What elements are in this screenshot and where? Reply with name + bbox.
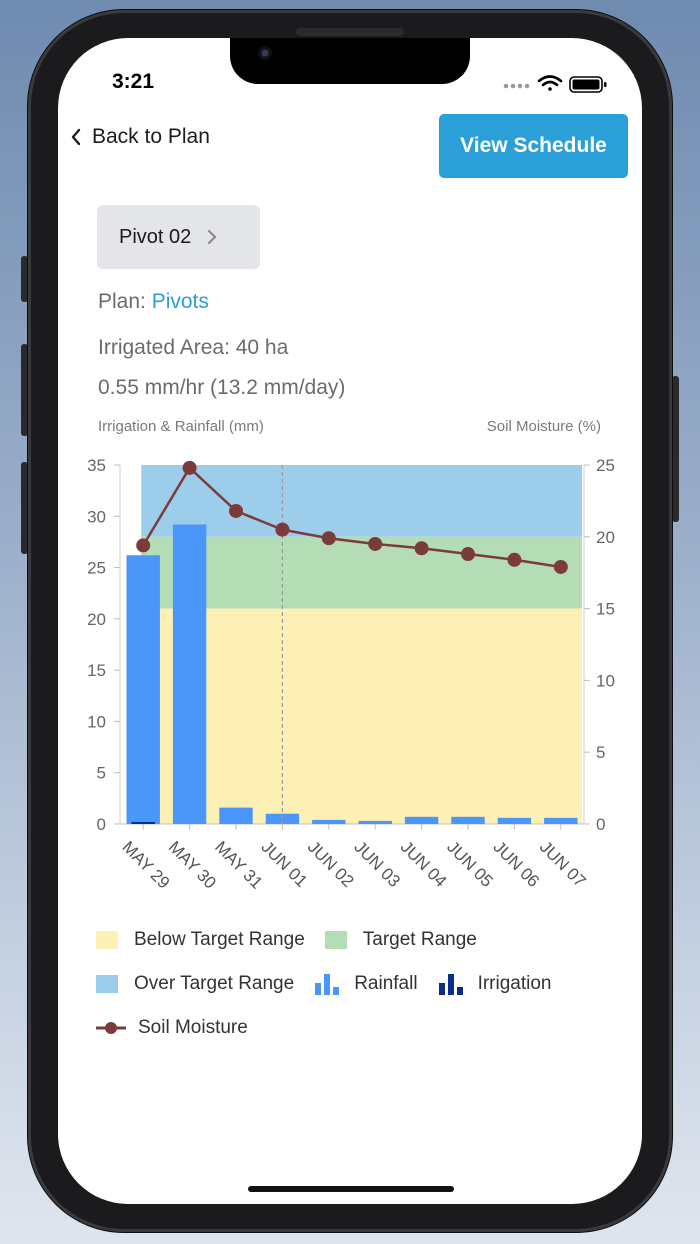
soil-moisture-point bbox=[414, 541, 429, 556]
plan-line: Plan: Pivots bbox=[98, 290, 209, 314]
soil-moisture-point bbox=[136, 538, 151, 553]
battery-icon bbox=[569, 76, 607, 93]
application-rate: 0.55 mm/hr (13.2 mm/day) bbox=[98, 376, 346, 399]
signal-icon bbox=[503, 83, 530, 89]
silent-switch bbox=[21, 256, 28, 302]
notch bbox=[230, 38, 470, 84]
pivot-name: Pivot 02 bbox=[119, 225, 192, 248]
rainfall-bar bbox=[312, 819, 346, 824]
chevron-right-icon bbox=[208, 229, 217, 245]
left-tick-label: 35 bbox=[87, 456, 106, 475]
right-tick-label: 5 bbox=[596, 743, 605, 762]
back-label: Back to Plan bbox=[92, 125, 210, 148]
below-target-swatch bbox=[96, 931, 118, 949]
irrigated-area: Irrigated Area: 40 ha bbox=[98, 336, 289, 359]
legend-target: Target Range bbox=[324, 929, 477, 951]
status-icons bbox=[502, 74, 612, 94]
x-tick-label: JUN 04 bbox=[397, 837, 451, 891]
volume-up-button bbox=[21, 344, 28, 436]
left-axis-title: Irrigation & Rainfall (mm) bbox=[98, 418, 264, 435]
legend-soil-label: Soil Moisture bbox=[138, 1017, 248, 1038]
volume-down-button bbox=[21, 462, 28, 554]
legend-below-label: Below Target Range bbox=[134, 929, 305, 950]
x-tick-label: JUN 05 bbox=[443, 837, 497, 891]
irrigation-bar bbox=[131, 821, 155, 824]
rainfall-bar bbox=[126, 555, 160, 824]
left-tick-label: 0 bbox=[97, 815, 106, 834]
view-schedule-button[interactable]: View Schedule bbox=[439, 114, 628, 178]
chart-legend: Below Target Range Target Range Over Tar… bbox=[96, 918, 636, 1050]
front-camera bbox=[258, 46, 272, 60]
legend-target-label: Target Range bbox=[362, 929, 477, 950]
rainfall-bar bbox=[497, 817, 532, 824]
left-tick-label: 20 bbox=[87, 610, 106, 629]
phone-frame: 3:21 Back bbox=[28, 10, 672, 1232]
rainfall-bar bbox=[544, 817, 578, 824]
x-tick-label: JUN 07 bbox=[536, 837, 590, 891]
left-tick-label: 25 bbox=[87, 559, 106, 578]
left-tick-label: 5 bbox=[97, 764, 106, 783]
screen: 3:21 Back bbox=[58, 38, 642, 1204]
rainfall-bar bbox=[172, 524, 207, 824]
chevron-left-icon bbox=[71, 128, 81, 146]
over-target-band bbox=[141, 465, 582, 537]
legend-over-target: Over Target Range bbox=[96, 973, 294, 995]
x-tick-label: JUN 03 bbox=[350, 837, 404, 891]
x-tick-label: JUN 06 bbox=[490, 837, 544, 891]
left-tick-label: 10 bbox=[87, 712, 106, 731]
rainfall-bars-icon bbox=[315, 974, 340, 995]
legend-rainfall: Rainfall bbox=[314, 973, 418, 995]
x-tick-label: JUN 01 bbox=[258, 837, 312, 891]
right-tick-label: 25 bbox=[596, 456, 615, 475]
rainfall-bar bbox=[451, 816, 485, 824]
right-axis-title: Soil Moisture (%) bbox=[486, 418, 601, 435]
status-time: 3:21 bbox=[112, 70, 155, 93]
x-tick-label: MAY 29 bbox=[118, 837, 173, 892]
plan-label: Plan: bbox=[98, 290, 152, 313]
soil-moisture-point bbox=[507, 552, 522, 567]
right-tick-label: 15 bbox=[596, 600, 615, 619]
soil-moisture-point bbox=[553, 559, 568, 574]
earpiece-speaker bbox=[296, 28, 404, 36]
wifi-icon bbox=[537, 75, 563, 91]
rainfall-bar bbox=[358, 820, 392, 824]
legend-soil-moisture: Soil Moisture bbox=[96, 1017, 248, 1039]
plan-link[interactable]: Pivots bbox=[151, 290, 209, 313]
left-tick-label: 30 bbox=[87, 507, 106, 526]
right-tick-label: 10 bbox=[596, 671, 615, 690]
back-to-plan-button[interactable]: Back to Plan bbox=[70, 122, 210, 152]
legend-rainfall-label: Rainfall bbox=[354, 973, 418, 994]
target-band bbox=[141, 536, 582, 609]
home-indicator[interactable] bbox=[248, 1186, 454, 1192]
irrigation-bars-icon bbox=[438, 974, 463, 995]
soil-moisture-point bbox=[229, 503, 243, 518]
right-tick-label: 0 bbox=[596, 815, 605, 834]
soil-moisture-point bbox=[461, 547, 475, 562]
soil-moisture-point bbox=[368, 536, 383, 551]
left-tick-label: 15 bbox=[87, 661, 106, 680]
soil-moisture-line bbox=[142, 465, 561, 569]
soil-moisture-point bbox=[275, 522, 290, 537]
over-target-swatch bbox=[96, 975, 118, 993]
legend-over-label: Over Target Range bbox=[134, 973, 295, 994]
x-tick-label: MAY 30 bbox=[165, 837, 220, 892]
right-tick-label: 20 bbox=[596, 528, 615, 547]
legend-below-target: Below Target Range bbox=[96, 929, 305, 951]
legend-irrigation-label: Irrigation bbox=[477, 973, 552, 994]
pivot-selector-button[interactable]: Pivot 02 bbox=[97, 205, 260, 269]
soil-moisture-line-icon bbox=[96, 1022, 126, 1034]
x-tick-label: JUN 02 bbox=[304, 837, 358, 891]
soil-moisture-point bbox=[321, 531, 336, 546]
rainfall-bar bbox=[404, 816, 439, 824]
x-tick-label: MAY 31 bbox=[211, 837, 266, 892]
target-swatch bbox=[324, 931, 347, 949]
rainfall-bar bbox=[219, 807, 253, 824]
soil-moisture-point bbox=[182, 460, 197, 475]
below-target-band bbox=[141, 608, 582, 824]
legend-irrigation: Irrigation bbox=[438, 973, 552, 995]
power-button bbox=[672, 376, 679, 522]
